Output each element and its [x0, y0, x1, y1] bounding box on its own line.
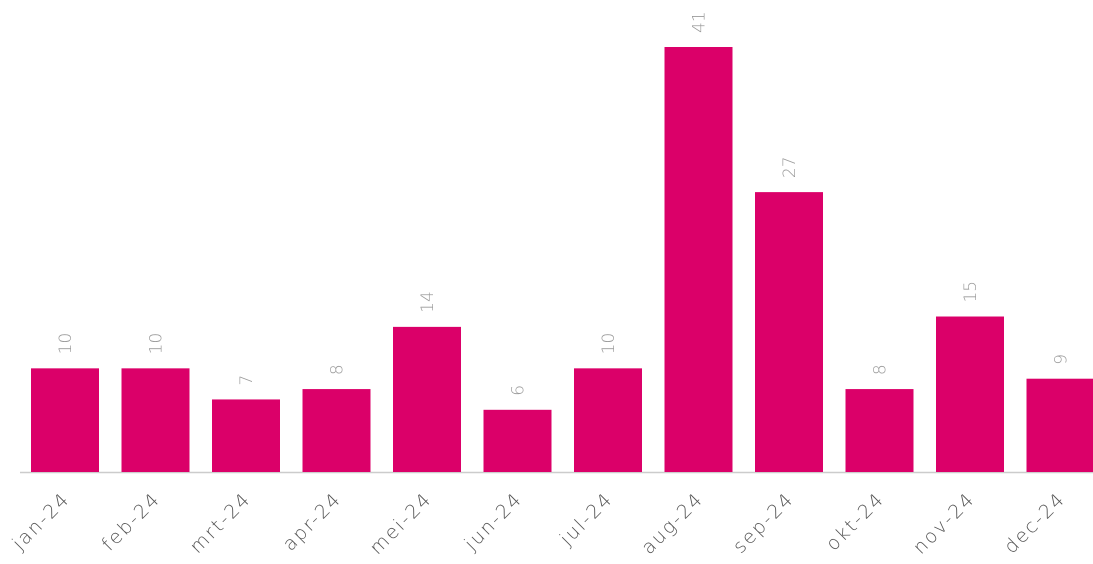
value-label-apr-24: 8 [328, 364, 348, 375]
value-label-jul-24: 10 [599, 333, 619, 355]
tick-label-feb-24: feb-24 [98, 488, 166, 556]
value-label-dec-24: 9 [1052, 354, 1072, 365]
tick-label-mrt-24: mrt-24 [186, 488, 256, 558]
tick-label-dec-24: dec-24 [1000, 488, 1070, 558]
tick-labels-group: jan-24 feb-24 mrt-24 apr-24 mei-24 jun-24 jul-… [7, 488, 1070, 559]
bar-apr-24 [302, 389, 371, 472]
tick-label-jun-24: jun-24 [460, 488, 527, 555]
bar-mrt-24 [212, 399, 280, 472]
bar-jan-24 [31, 368, 99, 472]
bar-jul-24 [574, 368, 642, 472]
bar-nov-24 [936, 316, 1004, 472]
value-label-sep-24: 27 [780, 156, 800, 178]
bars-group [31, 47, 1093, 472]
tick-label-okt-24: okt-24 [822, 488, 889, 555]
tick-label-aug-24: aug-24 [637, 488, 708, 559]
tick-label-sep-24: sep-24 [729, 488, 799, 558]
value-label-okt-24: 8 [871, 364, 891, 375]
value-label-mrt-24: 7 [237, 375, 257, 386]
tick-label-apr-24: apr-24 [279, 488, 346, 555]
bar-feb-24 [121, 368, 190, 472]
value-labels-group: 10 10 7 8 14 6 10 41 27 8 15 9 [56, 11, 1072, 395]
tick-label-jul-24: jul-24 [555, 488, 618, 551]
value-label-aug-24: 41 [690, 11, 710, 33]
bar-mei-24 [393, 326, 461, 472]
bar-sep-24 [755, 192, 823, 472]
bar-okt-24 [845, 389, 914, 472]
bar-dec-24 [1026, 378, 1093, 472]
tick-label-jan-24: jan-24 [7, 488, 74, 555]
value-label-feb-24: 10 [147, 333, 167, 355]
bar-aug-24 [664, 47, 733, 472]
value-label-jan-24: 10 [56, 333, 76, 355]
tick-label-nov-24: nov-24 [909, 488, 980, 559]
value-label-mei-24: 14 [418, 291, 438, 313]
bar-jun-24 [483, 409, 552, 472]
value-label-jun-24: 6 [509, 385, 529, 396]
tick-label-mei-24: mei-24 [365, 488, 436, 559]
value-label-nov-24: 15 [961, 281, 981, 303]
